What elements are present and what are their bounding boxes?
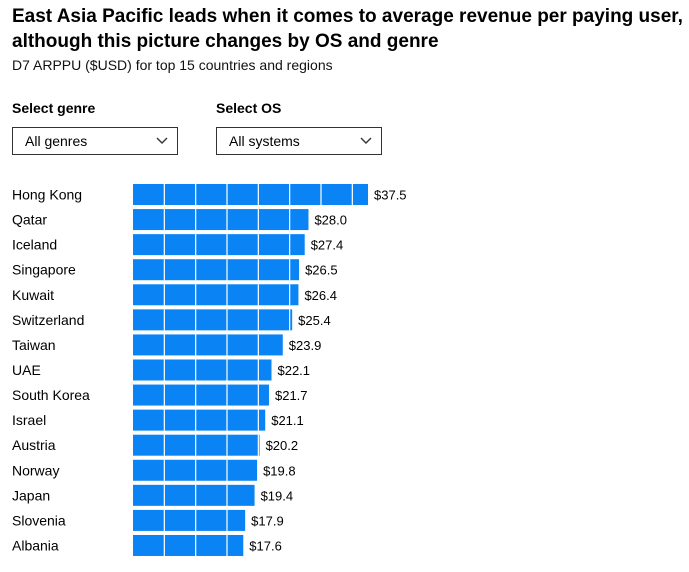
value-label: $19.8 xyxy=(263,463,296,478)
value-label: $21.1 xyxy=(271,413,304,428)
value-label: $21.7 xyxy=(275,388,308,403)
bar-row: Singapore $26.5 xyxy=(12,259,338,281)
bar-row: Hong Kong $37.5 xyxy=(12,184,407,205)
bar-row: Austria $20.2 xyxy=(12,434,299,456)
value-label: $19.4 xyxy=(261,488,294,503)
value-label: $25.4 xyxy=(298,313,331,328)
category-label: Iceland xyxy=(12,237,57,253)
bar-row: Slovenia $17.9 xyxy=(12,509,284,531)
bar-chart: Hong Kong $37.5 Qatar $28.0 Iceland $27.4 Sing… xyxy=(12,184,407,556)
genre-select[interactable]: All genres xyxy=(12,127,178,155)
category-label: Slovenia xyxy=(12,512,66,528)
chart-subtitle: D7 ARPPU ($USD) for top 15 countries and… xyxy=(12,57,333,73)
bar[interactable] xyxy=(133,434,260,456)
category-label: Switzerland xyxy=(12,312,84,328)
bar-row: Taiwan $23.9 xyxy=(12,334,322,356)
bar-row: Israel $21.1 xyxy=(12,409,304,431)
bar[interactable] xyxy=(133,509,246,531)
value-label: $26.4 xyxy=(304,288,337,303)
value-label: $28.0 xyxy=(314,213,347,228)
bar-row: Qatar $28.0 xyxy=(12,209,347,231)
category-label: Japan xyxy=(12,487,50,503)
category-label: Taiwan xyxy=(12,337,56,353)
chevron-down-icon xyxy=(360,137,372,144)
os-filter-label: Select OS xyxy=(216,100,282,116)
bar[interactable] xyxy=(133,309,293,331)
bar-row: South Korea $21.7 xyxy=(12,384,308,406)
bar-row: Iceland $27.4 xyxy=(12,234,344,256)
value-label: $27.4 xyxy=(311,238,344,253)
bar[interactable] xyxy=(133,334,283,356)
bar[interactable] xyxy=(133,234,305,256)
bar-row: Japan $19.4 xyxy=(12,484,294,506)
bar[interactable] xyxy=(133,534,244,556)
category-label: UAE xyxy=(12,362,41,378)
os-select[interactable]: All systems xyxy=(216,127,382,155)
category-label: Norway xyxy=(12,462,59,478)
category-label: Hong Kong xyxy=(12,187,82,203)
category-label: Israel xyxy=(12,412,46,428)
category-label: Kuwait xyxy=(12,287,54,303)
value-label: $17.6 xyxy=(249,538,282,553)
category-label: Albania xyxy=(12,537,59,553)
category-label: South Korea xyxy=(12,387,90,403)
os-select-value: All systems xyxy=(229,133,300,149)
bar[interactable] xyxy=(133,409,266,431)
bar[interactable] xyxy=(133,259,300,281)
bar[interactable] xyxy=(133,459,258,481)
genre-select-value: All genres xyxy=(25,133,88,149)
value-label: $17.9 xyxy=(251,513,284,528)
category-label: Singapore xyxy=(12,262,76,278)
value-label: $20.2 xyxy=(266,438,299,453)
bar[interactable] xyxy=(133,209,309,231)
genre-filter: Select genre All genres xyxy=(12,100,178,155)
bar-row: Switzerland $25.4 xyxy=(12,309,331,331)
category-label: Qatar xyxy=(12,212,47,228)
bar-row: Kuwait $26.4 xyxy=(12,284,337,306)
bar[interactable] xyxy=(133,184,368,205)
bar[interactable] xyxy=(133,384,269,406)
os-filter: Select OS All systems xyxy=(216,100,382,155)
bar-row: UAE $22.1 xyxy=(12,359,310,381)
bar-row: Norway $19.8 xyxy=(12,459,296,481)
value-label: $37.5 xyxy=(374,188,407,203)
bar[interactable] xyxy=(133,359,272,381)
chevron-down-icon xyxy=(156,137,168,144)
value-label: $26.5 xyxy=(305,263,338,278)
chart-title: East Asia Pacific leads when it comes to… xyxy=(12,6,683,52)
category-label: Austria xyxy=(12,437,56,453)
bar-row: Albania $17.6 xyxy=(12,534,282,556)
value-label: $22.1 xyxy=(277,363,310,378)
genre-filter-label: Select genre xyxy=(12,100,96,116)
value-label: $23.9 xyxy=(289,338,322,353)
bar[interactable] xyxy=(133,284,299,306)
bar[interactable] xyxy=(133,484,255,506)
